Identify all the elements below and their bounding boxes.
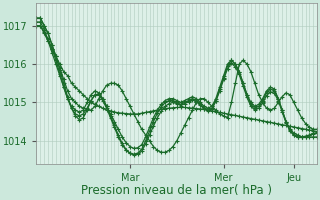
X-axis label: Pression niveau de la mer( hPa ): Pression niveau de la mer( hPa ) — [81, 184, 272, 197]
